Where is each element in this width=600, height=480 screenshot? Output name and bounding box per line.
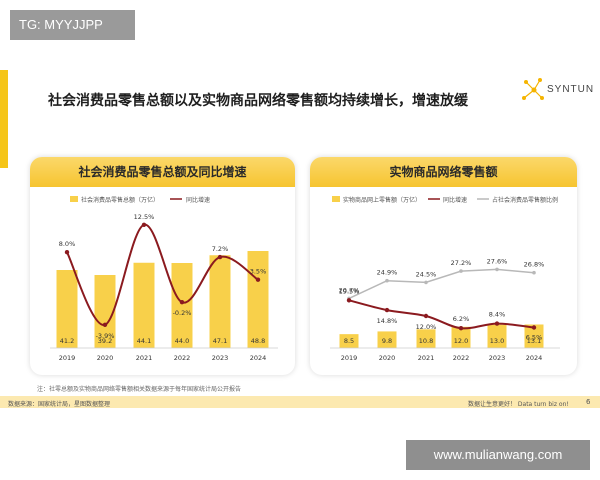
share-label-2022: 27.2% — [451, 259, 472, 267]
bar-label-2020: 9.8 — [382, 337, 392, 345]
share-label-2019: 20.7% — [339, 286, 360, 294]
share-line — [348, 268, 535, 300]
growth-label-2020: -3.9% — [96, 332, 115, 340]
share-point-2020 — [385, 278, 389, 283]
x-tick-2019: 2019 — [59, 354, 76, 362]
x-tick-2020: 2020 — [97, 354, 114, 362]
data-source: 数据来源：国家统计局，星图数据整理 — [8, 401, 111, 408]
growth-point-2019 — [64, 250, 70, 255]
growth-point-2022 — [458, 326, 464, 331]
growth-label-2019: 8.0% — [59, 240, 76, 248]
slogan: 数据让生意更好！ Data turn biz on! — [468, 401, 569, 408]
watermark: www.mulianwang.com — [406, 440, 590, 470]
footnote: 注：社零总额及实物商品网络零售额相关数据来源于每年国家统计局公开报告 — [37, 386, 242, 393]
bar-label-2020: 39.2 — [98, 337, 112, 345]
share-point-2022 — [459, 269, 463, 273]
bar-label-2022: 12.0 — [454, 337, 468, 345]
logo-text: SYNTUN — [547, 84, 595, 95]
bar-label-2021: 10.8 — [419, 337, 433, 345]
footer-bar — [0, 396, 600, 408]
x-tick-2022: 2022 — [453, 354, 470, 362]
bar-2020 — [94, 275, 116, 348]
growth-point-2020 — [102, 322, 108, 327]
bar-label-2022: 44.0 — [175, 337, 189, 345]
legend-label-share: 占社会消费品零售额比例 — [492, 196, 558, 204]
growth-label-2024: 6.5% — [526, 334, 543, 342]
share-label-2023: 27.6% — [487, 257, 508, 265]
x-tick-2024: 2024 — [250, 354, 267, 362]
chart-1-title: 社会消费品零售总额及同比增速 — [30, 157, 295, 187]
share-point-2024 — [532, 270, 536, 275]
bar-label-2021: 44.1 — [137, 337, 151, 345]
bar-2021 — [416, 329, 436, 348]
accent-bar — [0, 70, 8, 168]
bar-label-2023: 13.0 — [490, 337, 504, 345]
bar-2021 — [133, 262, 155, 348]
growth-label-2021: 12.5% — [134, 213, 155, 221]
legend-label-bar: 实物商品网上零售额（万亿） — [343, 196, 421, 204]
share-label-2020: 24.9% — [377, 269, 398, 277]
growth-label-2019: 19.5% — [339, 287, 360, 295]
bar-2022 — [451, 326, 471, 348]
bar-2023 — [209, 255, 231, 348]
growth-point-2021 — [423, 313, 429, 319]
page-headline: 社会消费品零售总额以及实物商品网络零售额均持续增长，增速放缓 — [48, 93, 468, 109]
bar-label-2019: 41.2 — [60, 337, 74, 345]
growth-point-2021 — [141, 222, 147, 227]
growth-label-2023: 7.2% — [212, 245, 229, 253]
x-tick-2024: 2024 — [526, 354, 543, 362]
chart-2-title: 实物商品网络零售额 — [310, 157, 577, 187]
legend-swatch-bar — [332, 196, 340, 202]
chart-card-retail-sales: 社会消费品零售总额及同比增速 社会消费品零售总额（万亿） 同比增速 41.2 2019… — [30, 157, 295, 375]
bar-2023 — [487, 324, 507, 348]
growth-label-2022: 6.2% — [453, 315, 470, 323]
legend-label-line: 同比增速 — [186, 196, 210, 204]
bar-2024 — [524, 324, 544, 348]
x-tick-2022: 2022 — [174, 354, 191, 362]
telegram-tag: TG: MYYJJPP — [10, 10, 135, 40]
growth-point-2023 — [217, 254, 223, 260]
growth-line — [348, 299, 535, 330]
chart-card-online-retail: 实物商品网络零售额 实物商品网上零售额（万亿） 同比增速 占社会消费品零售额比例 8.… — [310, 157, 577, 375]
share-label-2021: 24.5% — [416, 270, 437, 278]
share-label-2024: 26.8% — [524, 261, 545, 269]
syntun-logo-icon — [522, 78, 544, 100]
bar-2019 — [339, 334, 359, 348]
bar-2022 — [171, 263, 193, 348]
legend-label-growth: 同比增速 — [443, 196, 467, 204]
x-tick-2023: 2023 — [489, 354, 506, 362]
growth-point-2022 — [179, 300, 185, 305]
legend-swatch-bar — [70, 196, 78, 202]
growth-point-2023 — [494, 321, 500, 326]
growth-point-2019 — [346, 298, 352, 303]
legend-label-bar: 社会消费品零售总额（万亿） — [81, 196, 159, 204]
growth-label-2023: 8.4% — [489, 311, 506, 319]
chart-1-svg: 社会消费品零售总额（万亿） 同比增速 41.2 2019 39.2 2020 44.1 202… — [50, 196, 278, 362]
bar-label-2019: 8.5 — [344, 337, 354, 345]
bar-label-2023: 47.1 — [213, 337, 227, 345]
share-point-2021 — [424, 280, 428, 285]
x-tick-2023: 2023 — [212, 354, 229, 362]
x-tick-2021: 2021 — [418, 354, 435, 362]
growth-label-2022: -0.2% — [173, 309, 192, 317]
growth-point-2024 — [531, 325, 537, 330]
growth-label-2020: 14.8% — [377, 317, 398, 325]
bar-2019 — [56, 270, 78, 348]
x-tick-2020: 2020 — [379, 354, 396, 362]
share-point-2023 — [495, 267, 499, 272]
bar-label-2024: 13.1 — [527, 337, 541, 345]
bar-2020 — [377, 331, 397, 348]
chart-2-svg: 实物商品网上零售额（万亿） 同比增速 占社会消费品零售额比例 8.5 2019 9.8 20… — [330, 196, 560, 362]
growth-point-2024 — [255, 277, 261, 282]
growth-point-2020 — [384, 307, 390, 313]
bar-2024 — [247, 251, 269, 348]
growth-label-2021: 12.0% — [416, 323, 437, 331]
x-tick-2019: 2019 — [341, 354, 358, 362]
x-tick-2021: 2021 — [136, 354, 153, 362]
bar-label-2024: 48.8 — [251, 337, 265, 345]
growth-label-2024: 3.5% — [250, 268, 267, 276]
page-number: 6 — [586, 398, 591, 406]
